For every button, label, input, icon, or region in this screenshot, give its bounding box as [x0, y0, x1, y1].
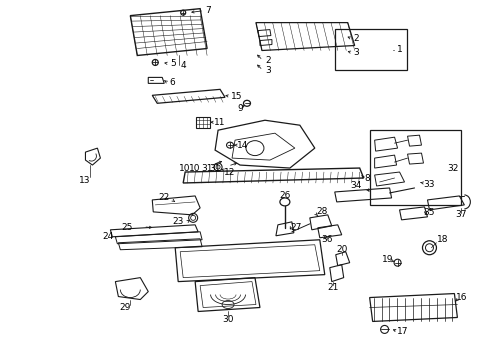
Text: 36: 36: [320, 235, 332, 244]
Text: 29: 29: [120, 303, 131, 312]
Text: 31: 31: [201, 163, 212, 172]
Text: 15: 15: [231, 92, 242, 101]
Text: 20: 20: [335, 245, 346, 254]
Text: 21: 21: [326, 283, 338, 292]
Bar: [369, 130, 461, 205]
Text: 31: 31: [209, 163, 221, 172]
Text: 17: 17: [396, 327, 407, 336]
Text: 10: 10: [179, 163, 190, 172]
Text: 19: 19: [381, 255, 392, 264]
Text: 10: 10: [189, 163, 201, 172]
Text: 27: 27: [289, 223, 301, 232]
Text: 22: 22: [158, 193, 169, 202]
Text: 8: 8: [364, 174, 370, 183]
Text: 33: 33: [423, 180, 434, 189]
Text: 34: 34: [349, 181, 361, 190]
Text: 1: 1: [396, 45, 402, 54]
Text: 37: 37: [455, 210, 466, 219]
Text: 16: 16: [455, 293, 466, 302]
Text: 26: 26: [279, 192, 290, 201]
Text: 14: 14: [237, 141, 248, 150]
Text: 5: 5: [170, 59, 176, 68]
Text: 24: 24: [102, 232, 114, 241]
Text: 30: 30: [222, 315, 233, 324]
Text: 13: 13: [79, 176, 90, 185]
Text: 28: 28: [315, 207, 327, 216]
Bar: [334, 28, 406, 71]
Bar: [196, 117, 210, 128]
Text: 3: 3: [264, 66, 270, 75]
Text: 2: 2: [264, 56, 270, 65]
Text: 6: 6: [169, 78, 175, 87]
Text: 12: 12: [224, 167, 235, 176]
Text: 32: 32: [447, 163, 458, 172]
Text: 35: 35: [423, 208, 434, 217]
Text: 25: 25: [122, 223, 133, 232]
Text: 4: 4: [180, 61, 185, 70]
Text: 3: 3: [352, 48, 358, 57]
Text: 2: 2: [352, 34, 358, 43]
Text: 7: 7: [205, 6, 210, 15]
Text: 18: 18: [436, 235, 447, 244]
Text: 11: 11: [214, 118, 225, 127]
Text: 23: 23: [172, 217, 183, 226]
Text: 9: 9: [237, 104, 243, 113]
